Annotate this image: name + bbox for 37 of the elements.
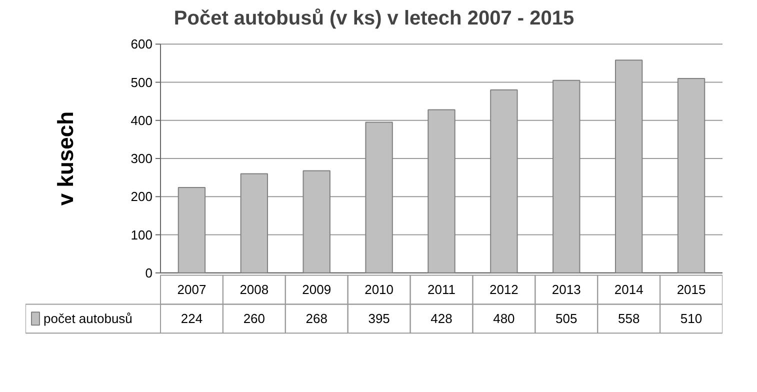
bar	[178, 186, 206, 274]
y-tick-label: 0	[145, 265, 153, 280]
data-label: 480	[493, 311, 515, 326]
x-tick-label: 2015	[676, 282, 706, 298]
x-tick-label: 2007	[177, 282, 206, 298]
y-tick-label: 500	[130, 74, 153, 90]
y-tick-label: 200	[130, 189, 153, 204]
x-tick-label: 2013	[552, 282, 581, 298]
y-tick-label: 600	[130, 36, 153, 52]
y-axis-title: v kusech	[53, 111, 78, 206]
data-label: 558	[618, 311, 640, 326]
data-label: 505	[556, 311, 578, 326]
bar	[428, 109, 456, 274]
bar	[365, 122, 393, 274]
data-label: 510	[680, 311, 702, 326]
y-tick-label: 100	[130, 227, 153, 242]
legend-label: počet autobusů	[44, 311, 132, 326]
y-tick-label: 400	[130, 112, 153, 128]
data-label: 268	[306, 311, 328, 326]
x-tick-label: 2009	[302, 282, 332, 298]
chart-title: Počet autobusů (v ks) v letech 2007 - 2015	[174, 8, 574, 30]
bar	[302, 170, 330, 274]
data-label: 260	[243, 311, 266, 326]
bar	[552, 80, 580, 274]
y-tick-label: 300	[130, 151, 153, 166]
bar	[677, 78, 706, 274]
data-label: 428	[430, 311, 452, 326]
data-label: 224	[180, 311, 203, 326]
x-tick-label: 2014	[614, 282, 644, 298]
x-tick-label: 2012	[489, 282, 518, 298]
bar	[240, 173, 268, 274]
x-tick-label: 2008	[240, 282, 269, 298]
x-tick-label: 2011	[428, 282, 456, 298]
bar	[614, 60, 643, 274]
bar	[490, 89, 518, 274]
data-label: 395	[368, 311, 390, 326]
x-tick-label: 2010	[364, 282, 394, 298]
